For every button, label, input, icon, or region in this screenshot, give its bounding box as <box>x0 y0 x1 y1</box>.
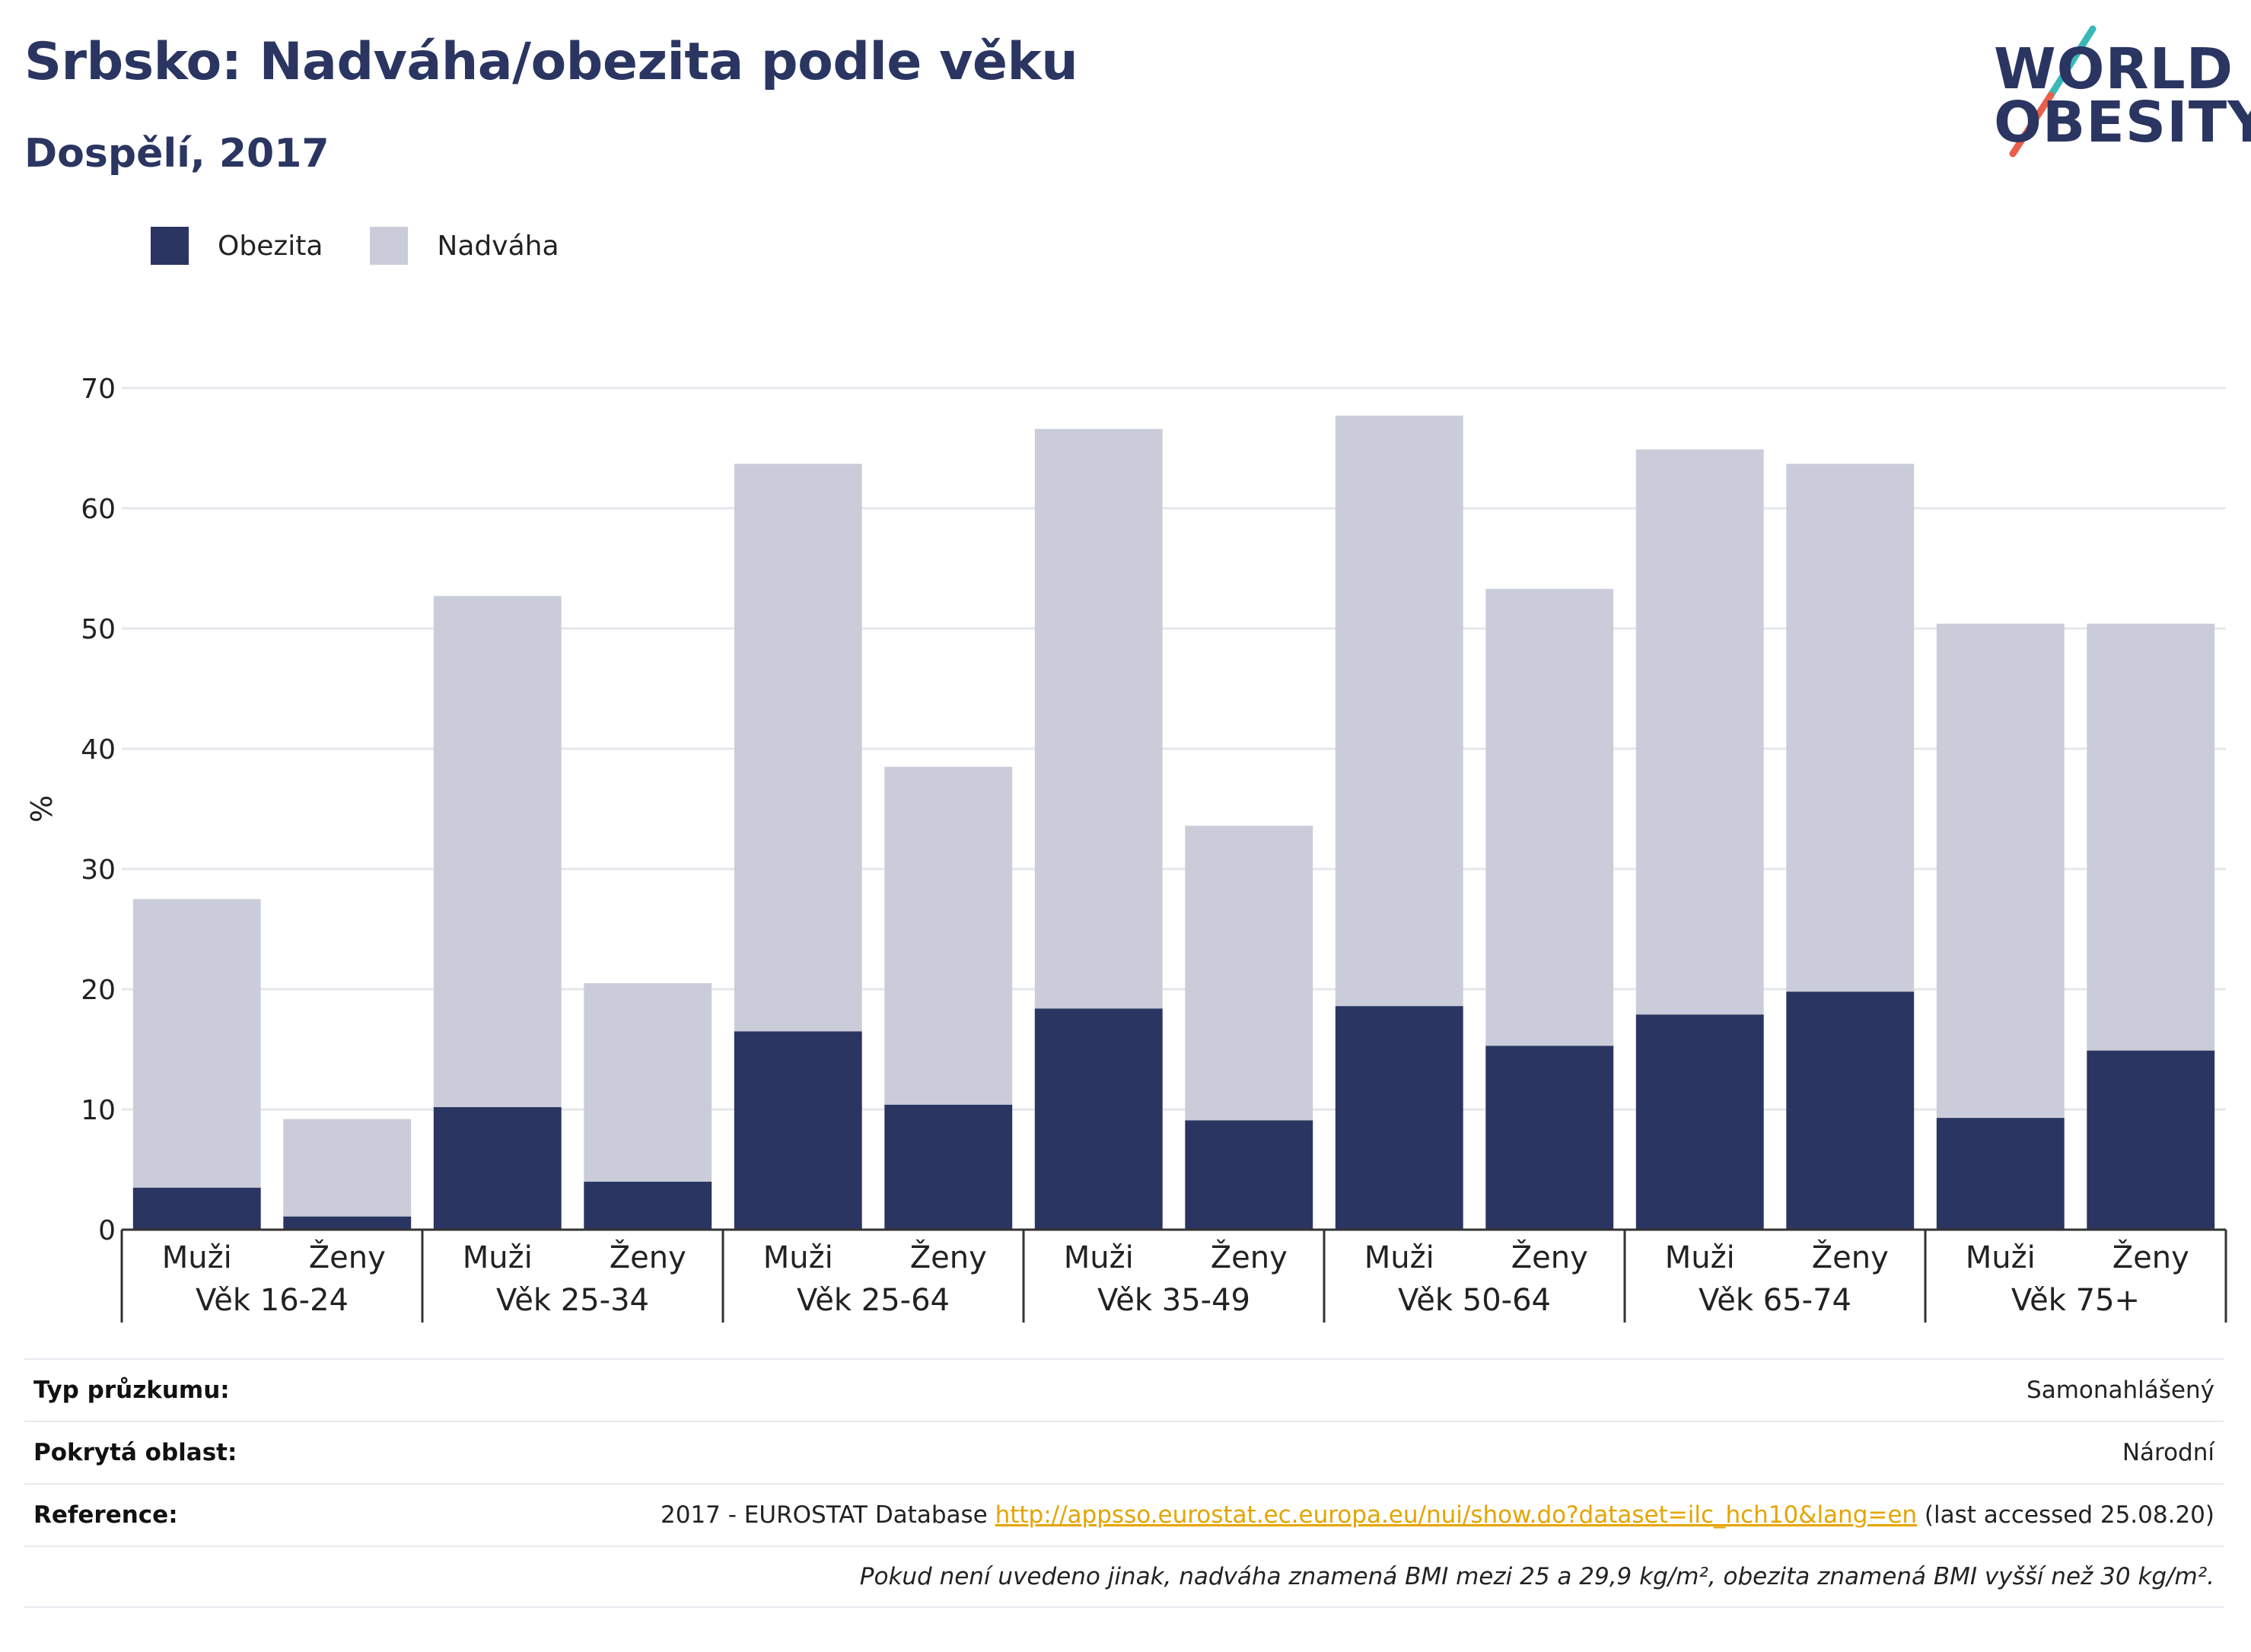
page-subtitle: Dospělí, 2017 <box>24 131 330 177</box>
nadvaha-bar <box>884 766 1013 1105</box>
reference-link[interactable]: http://appsso.eurostat.ec.europa.eu/nui/… <box>995 1501 1918 1529</box>
y-tick-label: 20 <box>81 975 116 1006</box>
logo-text-obesity: OBESITY <box>1994 90 2251 155</box>
obezita-bar <box>584 1181 712 1230</box>
footer-label-coverage: Pokrytá oblast: <box>33 1439 237 1466</box>
obezita-bar <box>1786 992 1915 1230</box>
y-tick-label: 70 <box>81 374 116 405</box>
y-tick-label: 50 <box>81 614 116 645</box>
y-axis-label: % <box>25 795 59 823</box>
x-tick-label: Muži <box>1064 1240 1134 1275</box>
group-label: Věk 35-49 <box>1097 1283 1250 1318</box>
footer-note: Pokud není uvedeno jinak, nadváha znamen… <box>859 1563 2214 1590</box>
nadvaha-bar <box>1635 449 1764 1015</box>
obezita-bar <box>1485 1046 1614 1230</box>
y-tick-label: 30 <box>81 855 116 886</box>
group-label: Věk 50-64 <box>1398 1283 1551 1318</box>
obezita-bar <box>283 1216 412 1230</box>
x-tick-label: Ženy <box>1812 1239 1889 1275</box>
nadvaha-bar <box>1185 826 1313 1121</box>
y-tick-label: 0 <box>98 1215 116 1246</box>
nadvaha-bar <box>1335 415 1463 1007</box>
obezita-bar <box>1635 1014 1764 1230</box>
footer-row-coverage: Pokrytá oblast: Národní <box>24 1421 2224 1483</box>
nadvaha-bar <box>433 596 562 1107</box>
x-tick-label: Ženy <box>910 1239 987 1275</box>
reference-suffix: (last accessed 25.08.20) <box>1917 1501 2214 1529</box>
nadvaha-bar <box>734 463 862 1032</box>
x-tick-label: Ženy <box>309 1239 386 1275</box>
x-tick-label: Ženy <box>2113 1239 2189 1275</box>
y-tick-label: 60 <box>81 494 116 525</box>
x-tick-label: Ženy <box>1211 1239 1288 1275</box>
nadvaha-bar <box>1485 588 1614 1046</box>
nadvaha-bar <box>2087 623 2215 1051</box>
legend-item-obezita[interactable]: Obezita <box>151 227 323 265</box>
group-label: Věk 16-24 <box>196 1283 349 1318</box>
nadvaha-bar <box>1936 623 2065 1119</box>
world-obesity-logo: WORLD OBESITY <box>1971 23 2251 160</box>
chart-legend: Obezita Nadváha <box>151 227 607 265</box>
legend-label-nadvaha: Nadváha <box>437 230 559 262</box>
x-tick-label: Muži <box>1665 1240 1735 1275</box>
reference-prefix: 2017 - EUROSTAT Database <box>661 1501 995 1529</box>
footer-label-survey-type: Typ průzkumu: <box>33 1377 230 1404</box>
stacked-bar-chart: 0 10 20 30 40 50 60 70% Muži Ženy Věk 16-24 Muži Žen… <box>25 374 2227 1323</box>
group-label: Věk 75+ <box>2011 1283 2140 1318</box>
nadvaha-bar <box>132 899 261 1188</box>
footer-row-note: Pokud není uvedeno jinak, nadváha znamen… <box>24 1545 2224 1608</box>
x-tick-label: Ženy <box>1511 1239 1588 1275</box>
logo-text-world: WORLD <box>1994 37 2234 102</box>
obezita-bar <box>1936 1118 2065 1230</box>
legend-item-nadvaha[interactable]: Nadváha <box>370 227 559 265</box>
footer-value-reference: 2017 - EUROSTAT Database http://appsso.e… <box>661 1501 2214 1529</box>
obezita-bar <box>2087 1050 2215 1230</box>
footer-row-survey-type: Typ průzkumu: Samonahlášený <box>24 1358 2224 1421</box>
x-tick-label: Muži <box>463 1240 533 1275</box>
footer-label-reference: Reference: <box>33 1501 178 1529</box>
legend-swatch-nadvaha <box>370 227 409 265</box>
group-label: Věk 25-64 <box>797 1283 950 1318</box>
nadvaha-bar <box>283 1119 412 1217</box>
footer-row-reference: Reference: 2017 - EUROSTAT Database http… <box>24 1483 2224 1545</box>
obezita-bar <box>884 1104 1013 1230</box>
obezita-bar <box>1034 1008 1163 1230</box>
footer-value-coverage: Národní <box>2122 1439 2214 1466</box>
legend-swatch-obezita <box>151 227 189 265</box>
page-title: Srbsko: Nadváha/obezita podle věku <box>24 32 1078 92</box>
group-label: Věk 25-34 <box>496 1283 649 1318</box>
obezita-bar <box>1185 1120 1313 1230</box>
group-label: Věk 65-74 <box>1699 1283 1851 1318</box>
x-tick-label: Muži <box>763 1240 833 1275</box>
obezita-bar <box>734 1031 862 1230</box>
obezita-bar <box>132 1187 261 1230</box>
x-tick-label: Muži <box>162 1240 232 1275</box>
obezita-bar <box>1335 1006 1463 1230</box>
legend-label-obezita: Obezita <box>218 230 323 262</box>
y-tick-label: 10 <box>81 1095 116 1126</box>
obezita-bar <box>433 1106 562 1230</box>
x-tick-label: Muži <box>1364 1240 1434 1275</box>
chart-footer: Typ průzkumu: Samonahlášený Pokrytá obla… <box>24 1358 2224 1608</box>
nadvaha-bar <box>1034 428 1163 1009</box>
nadvaha-bar <box>1786 463 1915 992</box>
logo-slash-icon <box>2009 25 2097 158</box>
x-tick-label: Ženy <box>610 1239 686 1275</box>
footer-value-survey-type: Samonahlášený <box>2027 1377 2214 1404</box>
y-tick-label: 40 <box>81 734 116 766</box>
nadvaha-bar <box>584 983 712 1182</box>
x-tick-label: Muži <box>1966 1240 2036 1275</box>
